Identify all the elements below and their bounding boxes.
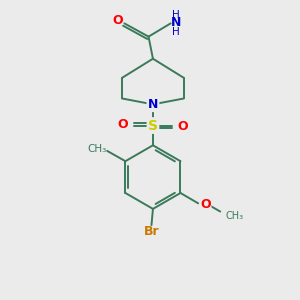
Text: S: S bbox=[148, 118, 158, 133]
Text: O: O bbox=[200, 198, 211, 211]
Text: O: O bbox=[118, 118, 128, 131]
Text: N: N bbox=[171, 16, 181, 29]
Text: CH₃: CH₃ bbox=[225, 211, 243, 221]
Text: O: O bbox=[112, 14, 123, 27]
Text: CH₃: CH₃ bbox=[87, 144, 106, 154]
Text: Br: Br bbox=[144, 225, 159, 238]
Text: O: O bbox=[178, 120, 188, 133]
Text: H: H bbox=[172, 27, 180, 37]
Text: H: H bbox=[172, 10, 180, 20]
Text: N: N bbox=[148, 98, 158, 111]
